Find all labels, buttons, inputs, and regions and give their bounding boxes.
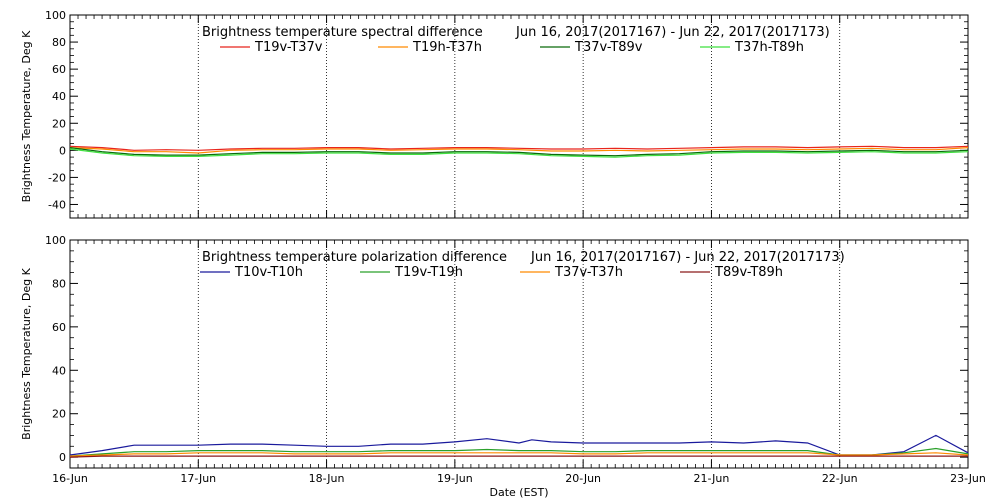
legend-label: T37v-T37h: [554, 265, 623, 280]
y-tick-label: 80: [52, 277, 66, 290]
y-tick-label: -20: [48, 171, 66, 184]
chart-date-range: Jun 16, 2017(2017167) - Jun 22, 2017(201…: [515, 25, 830, 40]
legend-label: T19h-T37h: [412, 40, 482, 55]
x-tick-label: 20-Jun: [565, 472, 601, 485]
plot-frame-0: [69, 14, 969, 219]
legend-label: T89v-T89h: [714, 265, 783, 280]
plot-frame-1: [69, 239, 969, 469]
series-line-T37v-T37h: [69, 452, 969, 457]
x-tick-label: 21-Jun: [694, 472, 730, 485]
y-tick-label: -40: [48, 198, 66, 211]
legend-label: T37h-T89h: [734, 40, 804, 55]
series-line-T37h-T89h: [69, 148, 969, 158]
legend-label: T37v-T89v: [574, 40, 643, 55]
x-tick-label: 22-Jun: [822, 472, 858, 485]
series-line-T19v-T37v: [69, 145, 969, 151]
x-tick-label: 16-Jun: [52, 472, 88, 485]
x-tick-label: 19-Jun: [437, 472, 473, 485]
y-tick-label: 20: [52, 117, 66, 130]
y-tick-label: 100: [45, 9, 66, 22]
y-tick-label: 40: [52, 364, 66, 377]
y-tick-label: 0: [59, 144, 66, 157]
y-axis-label: Brightness Temperature, Deg K: [20, 30, 33, 202]
y-tick-label: 40: [52, 90, 66, 103]
series-line-T19v-T19h: [69, 447, 969, 457]
x-axis-label: Date (EST): [489, 486, 548, 499]
x-tick-label: 18-Jun: [309, 472, 345, 485]
y-tick-label: 100: [45, 234, 66, 247]
legend-label: T19v-T19h: [394, 265, 463, 280]
chart-date-range: Jun 16, 2017(2017167) - Jun 22, 2017(201…: [530, 250, 845, 265]
series-line-T19h-T37h: [69, 147, 969, 154]
x-tick-label: 23-Jun: [950, 472, 986, 485]
chart-title: Brightness temperature polarization diff…: [202, 250, 507, 265]
x-tick-label: 17-Jun: [180, 472, 216, 485]
chart-title: Brightness temperature spectral differen…: [202, 25, 483, 40]
y-tick-label: 60: [52, 63, 66, 76]
y-axis-label: Brightness Temperature, Deg K: [20, 267, 33, 439]
series-line-T37v-T89v: [69, 147, 969, 157]
y-tick-label: 60: [52, 321, 66, 334]
series-line-T89v-T89h: [69, 455, 968, 458]
series-line-T10v-T10h: [69, 434, 969, 456]
y-tick-label: 80: [52, 36, 66, 49]
y-tick-label: 20: [52, 408, 66, 421]
legend-label: T19v-T37v: [254, 40, 323, 55]
legend-label: T10v-T10h: [234, 265, 303, 280]
y-tick-label: 0: [59, 451, 66, 464]
